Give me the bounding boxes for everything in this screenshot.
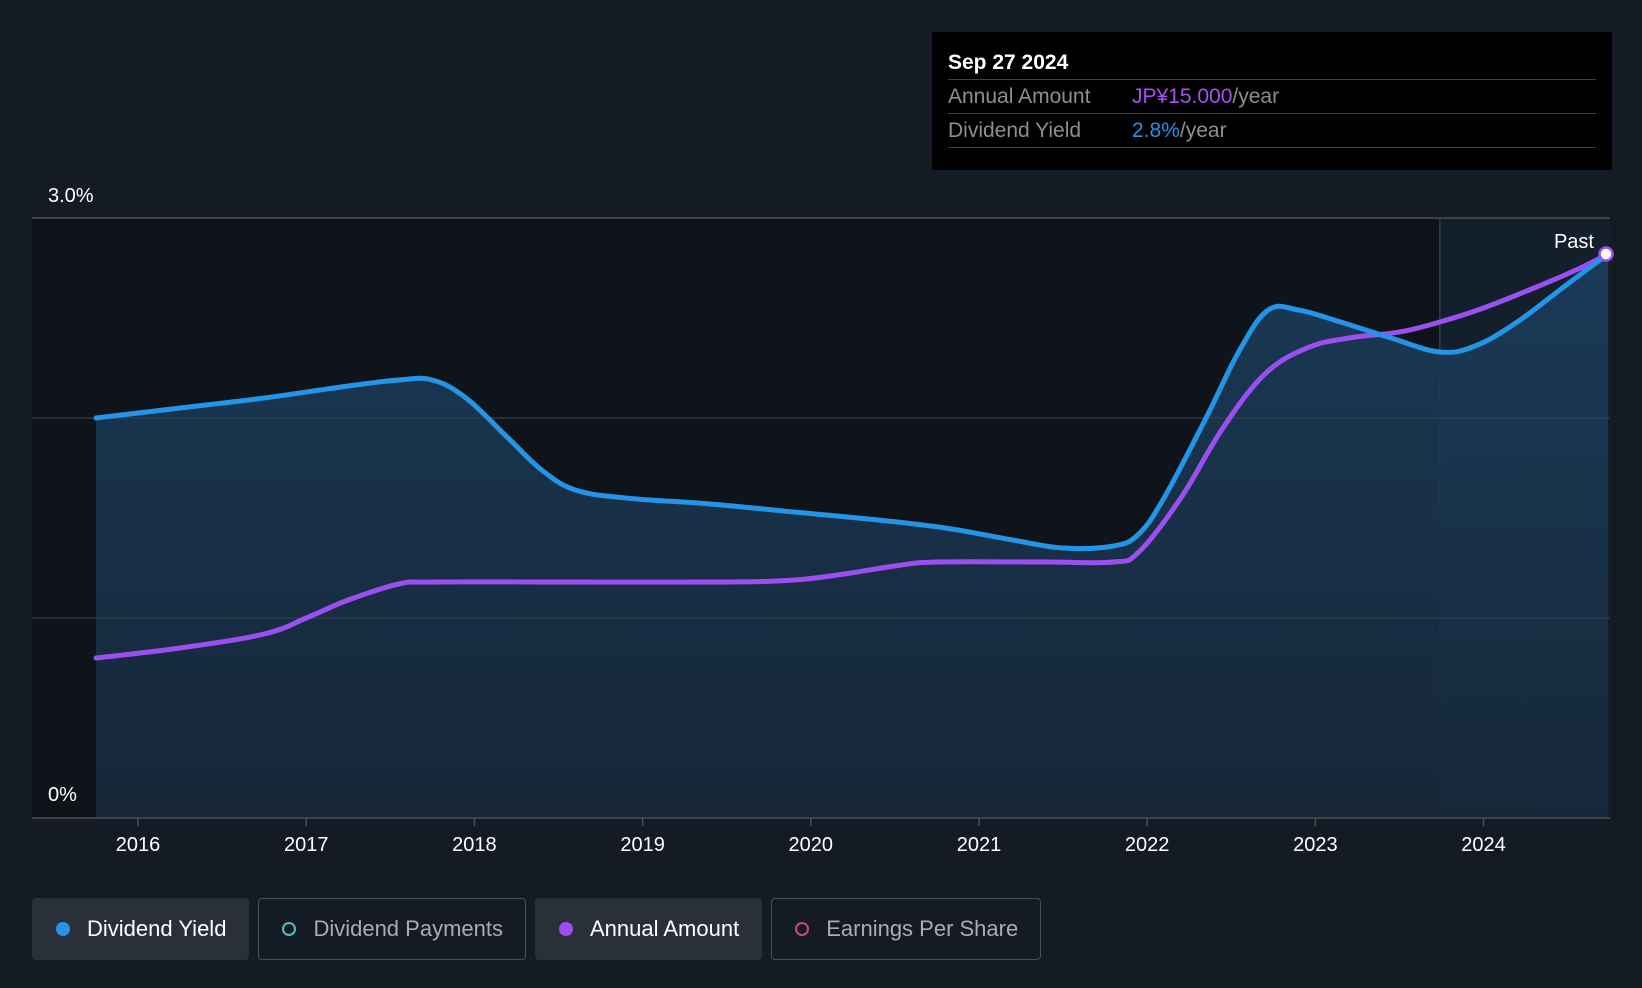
tooltip-suffix: /year [1232,85,1280,108]
legend-label: Dividend Yield [87,916,227,941]
x-tick-label: 2017 [284,834,329,856]
dividend-yield-line [93,251,1611,552]
legend-item-dividend-payments[interactable]: Dividend Payments [258,898,526,960]
tooltip-row-annual-amount: Annual Amount JP¥15.000 /year [948,80,1596,114]
tooltip-date: Sep 27 2024 [948,46,1596,80]
y-axis-top-label: 3.0% [48,185,94,207]
legend-item-annual-amount[interactable]: Annual Amount [534,898,763,960]
legend-label: Dividend Payments [313,916,503,941]
tooltip-value: 2.8% [1132,119,1180,142]
legend-label: Annual Amount [589,916,740,941]
legend-label: Earnings Per Share [826,916,1019,941]
x-tick-label: 2020 [789,834,834,856]
annual-amount-line [93,251,1611,661]
y-axis-bottom-label: 0% [48,784,77,806]
legend-dot-icon [56,922,70,936]
tooltip-label: Dividend Yield [948,119,1082,142]
x-tick-label: 2019 [620,834,665,856]
x-axis-ticks: 2016 2017 2018 2019 2020 2021 2022 2023 2024 [116,818,1506,856]
tooltip-row-dividend-yield: Dividend Yield 2.8% /year [948,114,1596,148]
legend-item-dividend-yield[interactable]: Dividend Yield [32,898,250,960]
tooltip-value: JP¥15.000 [1132,85,1233,108]
legend-dot-icon [282,922,297,936]
x-tick-label: 2023 [1293,834,1338,856]
legend-dot-icon [558,922,573,936]
tooltip-suffix: /year [1179,119,1227,142]
x-tick-label: 2018 [452,834,497,856]
legend: Dividend Yield Dividend Payments Annual … [32,898,1042,960]
tooltip: Sep 27 2024 Annual Amount JP¥15.000 /yea… [932,32,1612,170]
x-tick-label: 2021 [957,834,1002,856]
past-label: Past [1554,231,1594,253]
x-tick-label: 2016 [116,834,161,856]
x-tick-label: 2022 [1125,834,1170,856]
legend-item-earnings-per-share[interactable]: Earnings Per Share [771,898,1042,960]
x-tick-label: 2024 [1461,834,1506,856]
tooltip-label: Annual Amount [948,85,1091,108]
end-point-marker[interactable] [1598,246,1614,262]
legend-dot-icon [795,922,810,936]
dividend-yield-area [96,254,1608,818]
